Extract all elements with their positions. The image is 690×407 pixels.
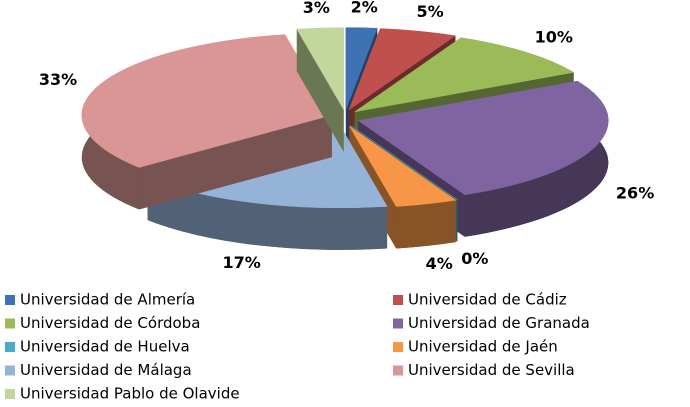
data-label: 26% xyxy=(616,184,654,203)
slice-top xyxy=(296,27,344,111)
legend-label: Universidad de Almería xyxy=(20,291,195,309)
legend-swatch xyxy=(393,318,403,329)
legend-swatch xyxy=(5,318,15,329)
data-label: 10% xyxy=(535,27,573,46)
legend-label: Universidad de Granada xyxy=(408,314,590,332)
data-label: 33% xyxy=(39,70,77,89)
slice-side xyxy=(139,115,332,210)
legend-label: Universidad Pablo de Olavide xyxy=(20,385,240,403)
legend-swatch xyxy=(5,342,15,352)
legend-swatch xyxy=(393,342,403,352)
legend-swatch xyxy=(5,389,15,399)
slice xyxy=(296,27,344,152)
data-label: 3% xyxy=(303,0,330,17)
slice-top xyxy=(354,37,575,113)
legend-label: Universidad de Córdoba xyxy=(20,314,200,332)
slice-side xyxy=(396,200,456,249)
slice xyxy=(81,34,333,210)
slice-top xyxy=(357,80,609,196)
legend-label: Universidad de Huelva xyxy=(20,338,190,356)
data-label: 4% xyxy=(426,254,453,273)
slice-top xyxy=(349,125,457,207)
legend-label: Universidad de Jaén xyxy=(408,338,558,356)
legend-label: Universidad de Málaga xyxy=(20,361,192,379)
slice-side xyxy=(147,178,388,250)
slice-top xyxy=(81,34,333,168)
slice-top xyxy=(348,28,457,111)
legend-swatch xyxy=(5,365,15,376)
data-label: 2% xyxy=(351,0,378,17)
slice-top xyxy=(345,27,378,110)
legend-label: Universidad de Cádiz xyxy=(408,291,567,309)
legend-swatch xyxy=(393,365,403,376)
data-label: 17% xyxy=(223,253,261,272)
legend-label: Universidad de Sevilla xyxy=(408,361,575,379)
slice-side xyxy=(464,81,609,237)
data-label: 0% xyxy=(461,249,488,268)
legend-swatch xyxy=(5,295,15,305)
legend-swatch xyxy=(393,295,403,305)
data-label: 5% xyxy=(417,2,444,21)
